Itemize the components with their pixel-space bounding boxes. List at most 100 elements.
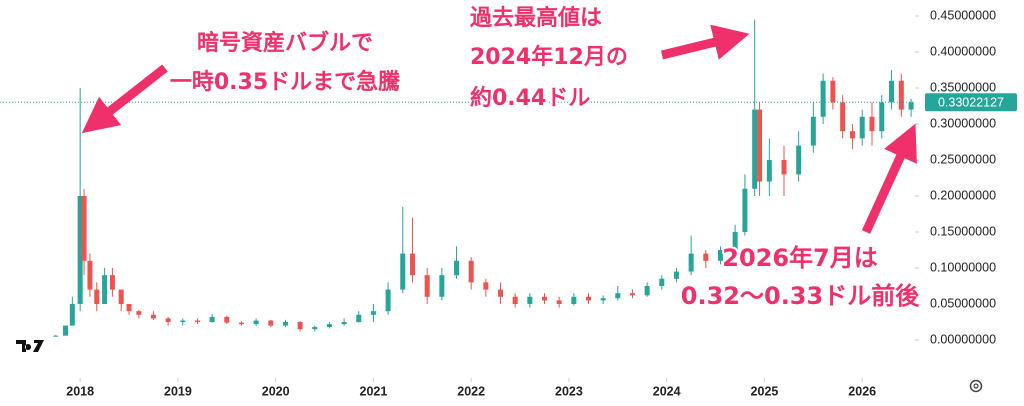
plot-area: 0.00000000 0.05000000 0.10000000 0.15000000…: [0, 8, 1017, 398]
candle-body: [840, 102, 846, 132]
y-tick-label: 0.45000000: [930, 8, 996, 22]
candle-body: [781, 159, 787, 175]
y-tick-label: 0.10000000: [930, 260, 996, 274]
candle-body: [209, 316, 215, 322]
x-tick-label: 2019: [164, 384, 192, 398]
arrow: [660, 24, 750, 60]
x-tick-label: 2025: [751, 384, 779, 398]
candle-body: [527, 296, 533, 304]
x-tick-label: 2024: [653, 384, 681, 398]
candle-body: [542, 296, 548, 301]
tradingview-logo: [16, 340, 44, 352]
annotation-text: 約0.44ドル: [470, 85, 590, 111]
candle-body: [312, 327, 318, 330]
candle-body: [556, 300, 562, 304]
x-tick-label: 2022: [457, 384, 485, 398]
candle-body: [859, 116, 865, 139]
y-tick-label: 0.20000000: [930, 188, 996, 202]
candle-body: [600, 298, 606, 301]
candle-body: [703, 253, 709, 261]
candle-body: [673, 271, 679, 279]
arrow: [81, 64, 168, 134]
candle-body: [820, 80, 826, 117]
x-tick-label: 2026: [848, 384, 876, 398]
candle-body: [512, 296, 518, 304]
candle-body: [688, 253, 694, 272]
candle-body: [752, 109, 758, 189]
annotation-text: 一時0.35ドルまで急騰: [170, 69, 400, 95]
candle-body: [810, 116, 816, 146]
candle-body: [585, 296, 591, 301]
candle-body: [830, 80, 836, 103]
candle-body: [165, 318, 171, 322]
x-tick-label: 2021: [360, 384, 388, 398]
candle-body: [742, 188, 748, 232]
candle-body: [62, 325, 68, 336]
candle-body: [69, 303, 75, 326]
candle-body: [483, 282, 489, 290]
candle-body: [869, 116, 875, 132]
candle-body: [898, 80, 904, 110]
last-price-label: 0.33022127: [938, 96, 1004, 110]
candle-body: [757, 109, 763, 182]
candle-body: [439, 275, 445, 297]
candle-body: [118, 289, 124, 304]
candle-body: [268, 320, 274, 326]
annotation-text: 2024年12月の: [470, 44, 628, 70]
candle-body: [126, 303, 132, 312]
candle-body: [424, 275, 430, 297]
candle-body: [400, 253, 406, 290]
candle-body: [879, 102, 885, 132]
annotation-text: 2026年7月は: [722, 244, 878, 272]
candle-body: [224, 316, 230, 323]
candle-body: [53, 335, 59, 337]
y-tick-label: 0.30000000: [930, 116, 996, 130]
candle-body: [717, 249, 723, 261]
candle-body: [94, 289, 100, 304]
candle-body: [180, 320, 186, 322]
y-tick-label: 0.00000000: [930, 332, 996, 346]
y-tick-label: 0.25000000: [930, 152, 996, 166]
candle-body: [644, 285, 650, 296]
candle-body: [282, 321, 288, 326]
y-tick-label: 0.05000000: [930, 296, 996, 310]
y-tick-label: 0.15000000: [930, 224, 996, 238]
candle-body: [889, 80, 895, 103]
candle-body: [498, 289, 504, 297]
x-tick-label: 2018: [66, 384, 94, 398]
annotation-text: 0.32〜0.33ドル前後: [681, 282, 920, 310]
y-tick-label: 0.40000000: [930, 44, 996, 58]
candle-body: [194, 320, 200, 322]
candle-body: [571, 296, 577, 304]
candle-body: [238, 322, 244, 325]
candle-body: [410, 253, 416, 276]
candle-body: [102, 275, 108, 304]
candle-body: [77, 195, 83, 304]
annotation-text: 過去最高値は: [470, 5, 602, 31]
x-tick-label: 2023: [555, 384, 583, 398]
candle-body: [326, 324, 332, 328]
y-tick-label: 0.35000000: [930, 80, 996, 94]
settings-icon[interactable]: [969, 379, 983, 393]
candle-body: [615, 293, 621, 299]
candle-body: [732, 231, 738, 250]
candle-body: [796, 145, 802, 175]
arrow: [861, 123, 917, 234]
candle-body: [659, 278, 665, 286]
candle-body: [766, 159, 772, 182]
candle-body: [87, 260, 93, 290]
candle-body: [341, 321, 347, 325]
candle-body: [468, 260, 474, 283]
annotation-text: 暗号資産バブルで: [197, 30, 373, 56]
x-tick-label: 2020: [262, 384, 290, 398]
candle-body: [629, 293, 635, 296]
candle-body: [253, 320, 259, 325]
candle-body: [454, 260, 460, 276]
last-price-box: [925, 93, 1017, 112]
candle-body: [385, 289, 391, 312]
candle-body: [908, 102, 914, 110]
candle-body: [136, 311, 142, 315]
